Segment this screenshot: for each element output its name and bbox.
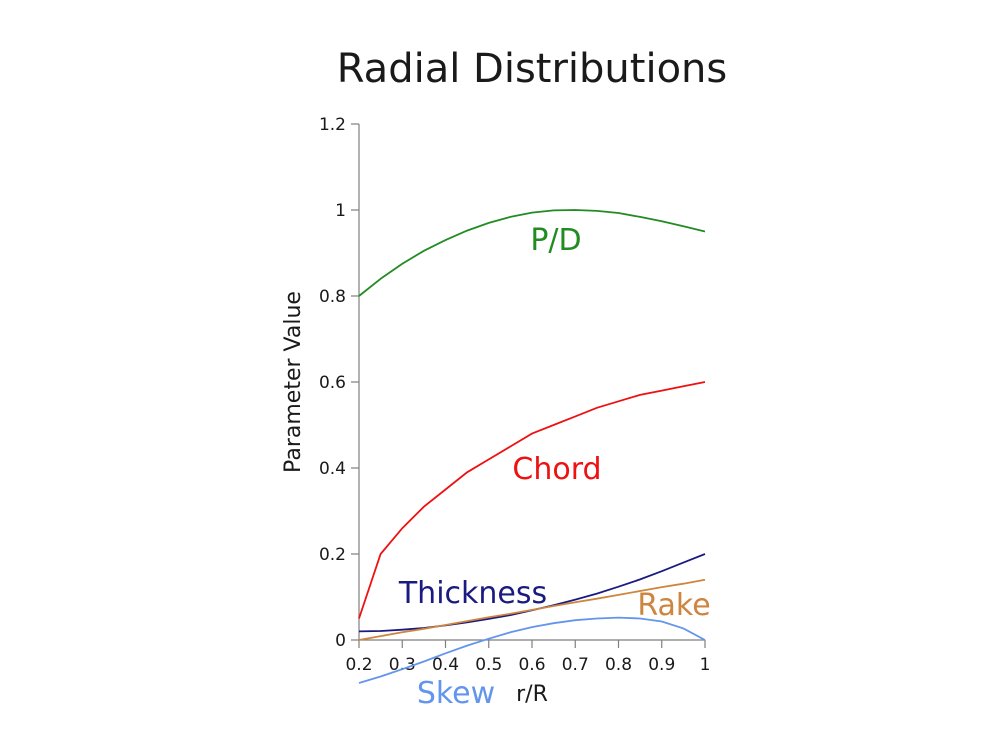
series-label-pd: P/D	[530, 223, 581, 258]
y-tick-label: 0	[335, 631, 346, 651]
series-lines	[358, 209, 706, 684]
chart-title: Radial Distributions	[337, 46, 727, 92]
y-tick-label: 1.2	[319, 115, 346, 135]
y-ticks: 0 0.2 0.4 0.6 0.8 1 1.2	[319, 115, 359, 651]
y-tick-label: 1	[335, 201, 346, 221]
series-label-chord: Chord	[512, 452, 601, 487]
series-label-skew: Skew	[417, 676, 495, 711]
x-tick-label: 0.4	[432, 655, 459, 675]
series-line-rake	[358, 578, 706, 641]
series-line-skew	[358, 616, 706, 684]
x-tick-label: 0.6	[518, 655, 545, 675]
series-label-thickness: Thickness	[398, 576, 547, 611]
y-tick-label: 0.8	[319, 287, 346, 307]
x-tick-label: 0.9	[648, 655, 675, 675]
x-tick-label: 0.8	[605, 655, 632, 675]
y-axis-title: Parameter Value	[281, 291, 306, 473]
x-tick-label: 0.7	[562, 655, 589, 675]
y-tick-label: 0.2	[319, 545, 346, 565]
x-tick-label: 1	[700, 655, 711, 675]
x-axis-title: r/R	[516, 682, 548, 707]
plot-area: 00.20.40.60.811.2 0.2 0.3 0.4 0.5 0.6 0.7 0.8 0…	[319, 115, 710, 684]
x-tick-label: 0.5	[475, 655, 502, 675]
x-tick-label: 0.3	[389, 655, 416, 675]
series-line-chord	[358, 381, 706, 619]
series-label-rake: Rake	[637, 588, 710, 623]
x-tick-label: 0.2	[345, 655, 372, 675]
y-tick-label: 0.6	[319, 373, 346, 393]
x-ticks: 0.2 0.3 0.4 0.5 0.6 0.7 0.8 0.9 1	[345, 640, 710, 675]
y-tick-label: 0.4	[319, 459, 346, 479]
series-line-p-d	[358, 209, 706, 297]
